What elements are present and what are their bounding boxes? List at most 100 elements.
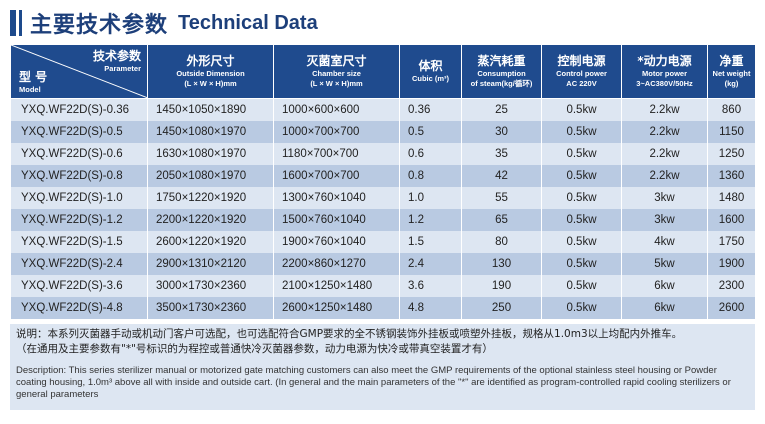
cell-steam: 250 [461, 297, 542, 319]
cell-steam: 30 [461, 121, 542, 143]
cell-steam: 42 [461, 165, 542, 187]
cell-chamber: 1500×760×1040 [273, 209, 400, 231]
cell-model: YXQ.WF22D(S)-1.0 [10, 187, 148, 209]
table-row: YXQ.WF22D(S)-4.8 3500×1730×2360 2600×1250×… [10, 297, 756, 319]
header-motor-power: *动力电源 Motor power 3~AC380V/50Hz [621, 44, 708, 99]
note-chinese-1: 说明：本系列灭菌器手动或机动门客户可选配，也可选配符合GMP要求的全不锈钢装饰外… [16, 328, 683, 340]
cell-chamber: 1000×600×600 [273, 98, 400, 121]
cell-volume: 3.6 [399, 275, 462, 297]
note-chinese-2: （在通用及主要参数有"*"号标识的为程控或普通快冷灭菌器参数，动力电源为快冷或带… [16, 343, 493, 355]
header-model-label: 型 号 Model [19, 70, 48, 94]
table-row: YXQ.WF22D(S)-0.5 1450×1080×1970 1000×700×7… [10, 121, 756, 143]
cell-steam: 25 [461, 98, 542, 121]
cell-model: YXQ.WF22D(S)-3.6 [10, 275, 148, 297]
cell-control: 0.5kw [541, 98, 622, 121]
cell-weight: 1750 [707, 231, 756, 253]
header-parameter-label: 技术参数 Parameter [92, 49, 141, 73]
cell-outside: 1450×1050×1890 [147, 98, 274, 121]
table-row: YXQ.WF22D(S)-3.6 3000×1730×2360 2100×1250×… [10, 275, 756, 297]
header-chamber-size: 灭菌室尺寸 Chamber size (L × W × H)mm [273, 44, 400, 99]
header-steam-consumption: 蒸汽耗重 Consumption of steam(kg/循环) [461, 44, 542, 99]
cell-weight: 1600 [707, 209, 756, 231]
cell-volume: 0.8 [399, 165, 462, 187]
table-header-row: 技术参数 Parameter 型 号 Model 外形尺寸 Outside Di… [10, 44, 756, 99]
cell-weight: 860 [707, 98, 756, 121]
cell-outside: 2600×1220×1920 [147, 231, 274, 253]
cell-model: YXQ.WF22D(S)-0.36 [10, 98, 148, 121]
cell-outside: 3000×1730×2360 [147, 275, 274, 297]
cell-outside: 2900×1310×2120 [147, 253, 274, 275]
cell-weight: 2300 [707, 275, 756, 297]
cell-outside: 2050×1080×1970 [147, 165, 274, 187]
table-row: YXQ.WF22D(S)-1.2 2200×1220×1920 1500×760×1… [10, 209, 756, 231]
table-row: YXQ.WF22D(S)-0.6 1630×1080×1970 1180×700×7… [10, 143, 756, 165]
title-bar: 主要技术参数 Technical Data [10, 8, 318, 38]
cell-volume: 1.5 [399, 231, 462, 253]
cell-chamber: 1900×760×1040 [273, 231, 400, 253]
cell-chamber: 1300×760×1040 [273, 187, 400, 209]
title-english: Technical Data [178, 11, 318, 34]
cell-model: YXQ.WF22D(S)-0.8 [10, 165, 148, 187]
cell-steam: 190 [461, 275, 542, 297]
cell-volume: 0.36 [399, 98, 462, 121]
cell-volume: 2.4 [399, 253, 462, 275]
cell-model: YXQ.WF22D(S)-4.8 [10, 297, 148, 319]
cell-model: YXQ.WF22D(S)-1.2 [10, 209, 148, 231]
cell-steam: 80 [461, 231, 542, 253]
table-body: YXQ.WF22D(S)-0.36 1450×1050×1890 1000×600×… [10, 98, 756, 319]
table-row: YXQ.WF22D(S)-1.5 2600×1220×1920 1900×760×1… [10, 231, 756, 253]
cell-power: 6kw [621, 275, 708, 297]
title-chinese: 主要技术参数 [30, 13, 169, 38]
table-row: YXQ.WF22D(S)-0.36 1450×1050×1890 1000×600×… [10, 98, 756, 121]
cell-weight: 1900 [707, 253, 756, 275]
cell-power: 2.2kw [621, 121, 708, 143]
cell-power: 5kw [621, 253, 708, 275]
cell-outside: 1450×1080×1970 [147, 121, 274, 143]
cell-control: 0.5kw [541, 187, 622, 209]
cell-volume: 4.8 [399, 297, 462, 319]
cell-outside: 1750×1220×1920 [147, 187, 274, 209]
header-control-power: 控制电源 Control power AC 220V [541, 44, 622, 99]
cell-chamber: 2200×860×1270 [273, 253, 400, 275]
cell-power: 4kw [621, 231, 708, 253]
cell-control: 0.5kw [541, 253, 622, 275]
cell-volume: 0.5 [399, 121, 462, 143]
cell-volume: 1.0 [399, 187, 462, 209]
cell-control: 0.5kw [541, 297, 622, 319]
cell-steam: 55 [461, 187, 542, 209]
title-accent-bar [10, 10, 16, 36]
note-english: Description: This series sterilizer manu… [16, 365, 731, 400]
cell-steam: 130 [461, 253, 542, 275]
technical-data-table: 技术参数 Parameter 型 号 Model 外形尺寸 Outside Di… [10, 44, 756, 319]
cell-power: 2.2kw [621, 165, 708, 187]
cell-control: 0.5kw [541, 143, 622, 165]
cell-weight: 2600 [707, 297, 756, 319]
cell-control: 0.5kw [541, 275, 622, 297]
cell-chamber: 2600×1250×1480 [273, 297, 400, 319]
cell-control: 0.5kw [541, 165, 622, 187]
cell-chamber: 1600×700×700 [273, 165, 400, 187]
header-volume: 体积 Cubic (m³) [399, 44, 462, 99]
cell-chamber: 1180×700×700 [273, 143, 400, 165]
cell-power: 3kw [621, 187, 708, 209]
cell-chamber: 2100×1250×1480 [273, 275, 400, 297]
cell-model: YXQ.WF22D(S)-2.4 [10, 253, 148, 275]
cell-weight: 1150 [707, 121, 756, 143]
cell-model: YXQ.WF22D(S)-1.5 [10, 231, 148, 253]
cell-control: 0.5kw [541, 231, 622, 253]
cell-weight: 1250 [707, 143, 756, 165]
cell-power: 2.2kw [621, 143, 708, 165]
cell-power: 2.2kw [621, 98, 708, 121]
cell-steam: 35 [461, 143, 542, 165]
cell-outside: 1630×1080×1970 [147, 143, 274, 165]
cell-power: 3kw [621, 209, 708, 231]
cell-weight: 1360 [707, 165, 756, 187]
cell-weight: 1480 [707, 187, 756, 209]
table-row: YXQ.WF22D(S)-0.8 2050×1080×1970 1600×700×7… [10, 165, 756, 187]
table-row: YXQ.WF22D(S)-2.4 2900×1310×2120 2200×860×1… [10, 253, 756, 275]
cell-model: YXQ.WF22D(S)-0.5 [10, 121, 148, 143]
cell-outside: 3500×1730×2360 [147, 297, 274, 319]
cell-power: 6kw [621, 297, 708, 319]
table-row: YXQ.WF22D(S)-1.0 1750×1220×1920 1300×760×1… [10, 187, 756, 209]
header-net-weight: 净重 Net weight (kg) [707, 44, 756, 99]
